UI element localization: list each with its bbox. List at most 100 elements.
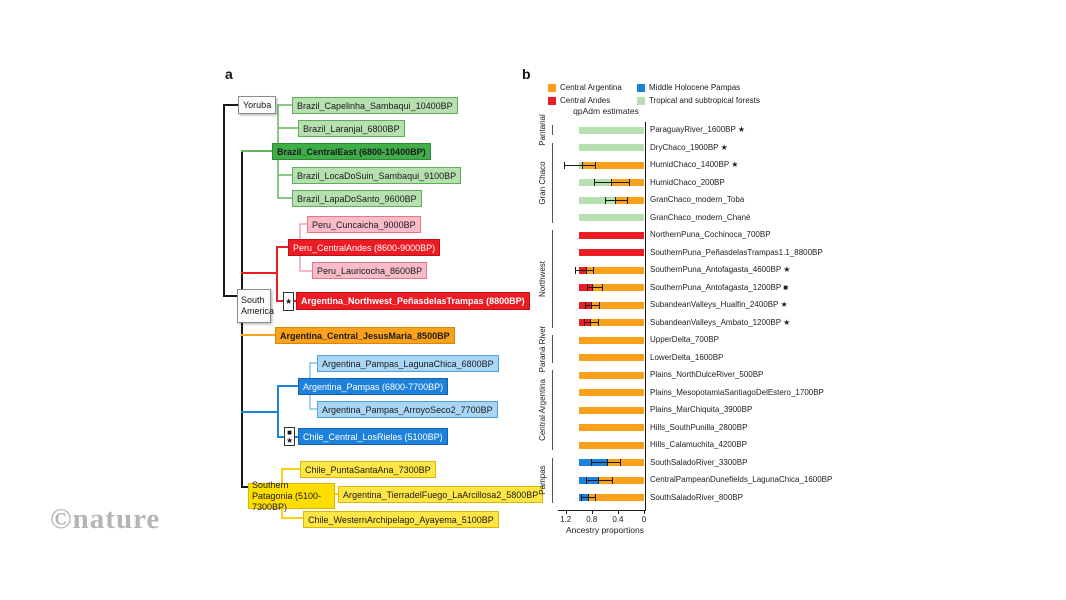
bar-segment — [578, 196, 616, 204]
error-bar-cap — [585, 476, 587, 484]
bar-row-label: Hills_SouthPunilla_2800BP — [650, 422, 748, 432]
legend-item-central-argentina: Central Argentina — [548, 83, 637, 92]
group-bracket — [552, 457, 553, 503]
error-bar-center-tick — [589, 319, 591, 326]
tree-node-lauricocha: Peru_Lauricocha_8600BP — [312, 262, 428, 279]
bar-segment — [578, 284, 593, 291]
error-bar — [574, 269, 594, 271]
error-bar-center-tick — [585, 266, 587, 274]
panel-a-label: a — [225, 66, 233, 82]
error-bar-cap — [601, 284, 603, 291]
group-label: Pampas — [538, 465, 547, 495]
legend-row-2: Central Andes Tropical and subtropical f… — [548, 96, 760, 105]
error-bar-cap — [580, 494, 582, 501]
bar-row-label: NorthernPuna_Cochinoca_700BP — [650, 230, 771, 239]
bar-segment — [578, 371, 644, 379]
bar-row-label: SouthSaladoRiver_3300BP — [650, 457, 748, 467]
tree-trunk-root — [223, 104, 239, 297]
error-bar-cap — [584, 301, 586, 309]
legend-label: Central Argentina — [560, 83, 622, 92]
error-bar-cap — [595, 494, 597, 501]
error-bar-center-tick — [592, 284, 594, 291]
error-bar-center-tick — [615, 196, 617, 204]
tree-node-jesus-maria: Argentina_Central_JesusMaria_8500BP — [275, 327, 455, 344]
error-bar-cap — [598, 301, 600, 309]
bar-segment — [615, 196, 644, 204]
chart-title: qpAdm estimates — [573, 106, 639, 116]
bar-segment — [578, 424, 644, 431]
x-axis-tick-label: 0.8 — [586, 515, 598, 524]
square-marker: ■ — [287, 427, 292, 437]
bar-row-label: SouthernPuna_PeñasdelasTrampas1.1_8800BP — [650, 247, 823, 257]
error-bar-center-tick — [588, 494, 590, 501]
x-axis-tick-label: 1.2 — [560, 515, 572, 524]
bar-segment — [588, 494, 644, 501]
bar-segment — [578, 336, 644, 344]
bar-row-label: Plains_MesopotamiaSantiagoDelEstero_1700… — [650, 387, 824, 397]
nature-watermark: ©nature — [50, 503, 161, 535]
bar-row-label: ParaguayRiver_1600BP ★ — [650, 125, 746, 134]
error-bar-cap — [595, 161, 597, 169]
central-andes-swatch — [548, 96, 556, 105]
bar-segment — [585, 266, 644, 274]
tree-node-los-rieles: Chile_Central_LosRieles (5100BP) — [298, 428, 448, 445]
tree-trunk-south-america — [241, 150, 250, 488]
x-axis-tick — [617, 510, 619, 514]
bar-row-label: SouthSaladoRiver_800BP — [650, 492, 743, 502]
bar-segment — [578, 389, 644, 396]
group-bracket — [552, 335, 553, 363]
tropical-forests-swatch — [637, 96, 645, 105]
group-bracket — [552, 370, 553, 450]
bar-row-label: CentralPampeanDunefields_LagunaChica_160… — [650, 475, 833, 484]
tree-node-yoruba: Yoruba — [238, 96, 277, 114]
x-axis-tick-label: 0 — [641, 515, 647, 524]
bar-row-label: HumidChaco_200BP — [650, 177, 725, 187]
tree-node-lapa-do-santo: Brazil_LapaDoSanto_9600BP — [292, 190, 422, 207]
legend-item-tropical-forests: Tropical and subtropical forests — [637, 96, 760, 105]
tree-node-south-america: South America — [237, 289, 274, 323]
bar-row-label: GranChaco_modern_Toba — [650, 195, 745, 204]
bar-row-label: Plains_MarChiquita_3900BP — [650, 405, 753, 414]
tree-node-loca-do-suin: Brazil_LocaDoSuin_Sambaqui_9100BP — [292, 167, 462, 184]
bar-row-label: LowerDelta_1600BP — [650, 352, 724, 362]
tree-node-penas: Argentina_Northwest_PeñasdelasTrampas (8… — [296, 292, 530, 310]
x-axis-tick — [644, 510, 645, 514]
bar-row-label: Hills_Calamuchita_4200BP — [650, 440, 747, 449]
bar-segment — [589, 319, 644, 326]
group-bracket — [552, 125, 553, 135]
bar-segment — [598, 476, 644, 484]
legend-label: Central Andes — [560, 96, 611, 105]
error-bar — [563, 164, 596, 166]
x-axis-label: Ancestry proportions — [566, 525, 644, 535]
error-bar-center-tick — [611, 179, 613, 186]
bar-row-label: SouthernPuna_Antofagasta_4600BP ★ — [650, 265, 791, 274]
tree-branch-andes — [241, 246, 297, 302]
bar-segment — [578, 214, 644, 221]
bar-row-label: SubandeanValleys_Ambato_1200BP ★ — [650, 317, 791, 327]
bar-segment — [578, 144, 644, 151]
tree-node-laranjal: Brazil_Laranjal_6800BP — [298, 120, 405, 137]
legend-item-central-andes: Central Andes — [548, 96, 637, 105]
error-bar-cap — [574, 266, 576, 274]
y-axis-line — [645, 122, 646, 510]
legend-item-middle-holocene-pampas: Middle Holocene Pampas — [637, 83, 740, 92]
tree-node-capelinha: Brazil_Capelinha_Sambaqui_10400BP — [292, 97, 458, 114]
star-marker-box: ★ — [283, 292, 295, 311]
central-argentina-swatch — [548, 83, 556, 92]
error-bar-cap — [628, 179, 630, 186]
bar-segment — [578, 441, 644, 449]
bar-segment — [578, 354, 644, 361]
tree-node-cuncaicha: Peru_Cuncaicha_9000BP — [307, 216, 421, 233]
star-marker: ★ — [286, 435, 294, 445]
tree-node-central-east: Brazil_CentralEast (6800-10400BP) — [272, 143, 431, 160]
error-bar-cap — [591, 459, 593, 466]
error-bar — [583, 322, 599, 323]
bar-segment — [581, 161, 644, 169]
error-bar-center-tick — [581, 161, 583, 169]
error-bar-center-tick — [598, 476, 600, 484]
bar-row-label: HumidChaco_1400BP ★ — [650, 160, 739, 169]
legend-label: Middle Holocene Pampas — [649, 83, 741, 92]
legend-row-1: Central Argentina Middle Holocene Pampas — [548, 83, 740, 92]
bar-segment — [591, 301, 644, 309]
